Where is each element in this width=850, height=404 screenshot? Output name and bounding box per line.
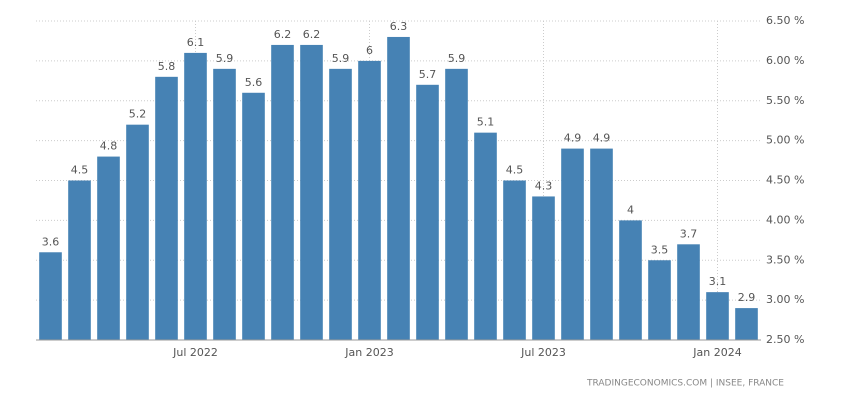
bar xyxy=(445,68,468,340)
bar xyxy=(619,220,642,340)
value-label: 3.1 xyxy=(709,275,727,288)
value-label: 4.9 xyxy=(564,132,582,145)
bar xyxy=(706,292,729,340)
x-tick-label: Jul 2023 xyxy=(520,346,566,359)
bar xyxy=(329,68,352,340)
value-label: 3.7 xyxy=(680,227,698,240)
value-label: 4.5 xyxy=(506,164,524,177)
y-tick-label: 5.00 % xyxy=(766,134,804,147)
bar xyxy=(590,148,613,340)
y-tick-label: 5.50 % xyxy=(766,94,804,107)
bar xyxy=(68,180,91,340)
y-tick-label: 6.50 % xyxy=(766,14,804,27)
value-label: 5.6 xyxy=(245,76,263,89)
bar xyxy=(416,84,439,340)
bar xyxy=(97,156,120,340)
bar xyxy=(213,68,236,340)
value-label: 3.6 xyxy=(42,235,60,248)
value-label: 2.9 xyxy=(738,291,756,304)
value-label: 4.9 xyxy=(593,132,611,145)
source: TRADINGECONOMICS.COM | INSEE, FRANCE xyxy=(586,379,784,389)
value-label: 4.8 xyxy=(100,140,118,153)
bar xyxy=(39,252,62,340)
bar xyxy=(271,44,294,341)
y-tick-label: 2.50 % xyxy=(766,333,804,346)
value-label: 6.2 xyxy=(274,28,292,41)
value-label: 5.8 xyxy=(158,60,176,73)
y-tick-label: 3.00 % xyxy=(766,293,804,306)
x-tick-label: Jan 2024 xyxy=(692,346,741,359)
value-label: 5.9 xyxy=(216,52,234,65)
bar xyxy=(677,244,700,340)
value-label: 4 xyxy=(627,203,634,216)
bar xyxy=(648,260,671,340)
value-label: 6.2 xyxy=(303,28,321,41)
value-label: 3.5 xyxy=(651,243,669,256)
x-tick-label: Jan 2023 xyxy=(344,346,393,359)
bar xyxy=(735,308,758,340)
bar xyxy=(358,60,381,340)
value-label: 6.1 xyxy=(187,36,205,49)
bar xyxy=(503,180,526,340)
y-tick-label: 4.00 % xyxy=(766,213,804,226)
bar xyxy=(387,36,410,340)
bar xyxy=(242,92,265,341)
bar xyxy=(155,76,178,340)
bar xyxy=(184,52,207,341)
bar xyxy=(561,148,584,340)
value-label: 5.7 xyxy=(419,68,437,81)
value-label: 4.3 xyxy=(535,179,553,192)
value-label: 4.5 xyxy=(71,164,89,177)
bar xyxy=(126,124,149,340)
x-tick-label: Jul 2022 xyxy=(172,346,218,359)
bar xyxy=(474,132,497,340)
value-label: 5.9 xyxy=(448,52,466,65)
bar xyxy=(532,196,555,340)
value-label: 5.1 xyxy=(477,116,495,129)
value-label: 6.3 xyxy=(390,20,408,33)
bar xyxy=(300,44,323,341)
y-tick-label: 6.00 % xyxy=(766,54,804,67)
value-label: 6 xyxy=(366,44,373,57)
y-tick-label: 3.50 % xyxy=(766,253,804,266)
y-tick-label: 4.50 % xyxy=(766,174,804,187)
value-label: 5.2 xyxy=(129,108,147,121)
value-label: 5.9 xyxy=(332,52,350,65)
